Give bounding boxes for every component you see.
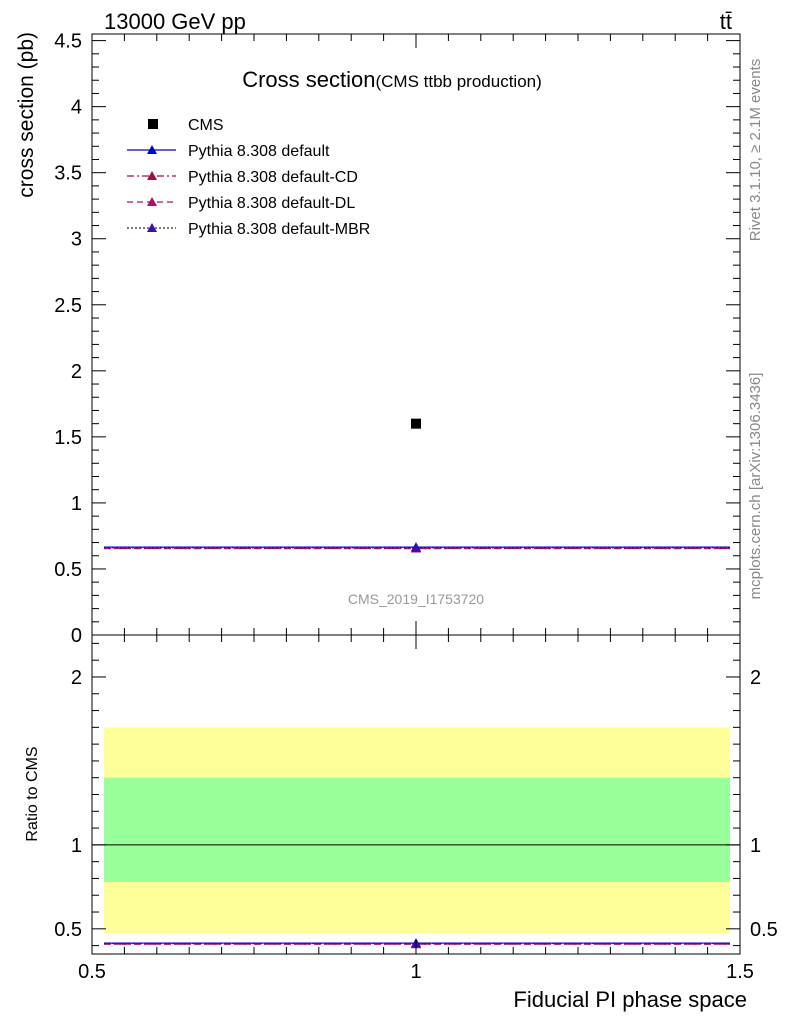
main-y-tick-label-2: 1: [71, 493, 82, 515]
legend-cms-label: CMS: [188, 117, 224, 134]
y-axis-label-ratio: Ratio to CMS: [24, 746, 41, 841]
legend-label-2: Pythia 8.308 default-DL: [188, 195, 355, 212]
ratio-y-tick-label-left-2: 2: [71, 667, 82, 689]
main-y-tick-label-6: 3: [71, 229, 82, 251]
legend-marker-3: [147, 223, 157, 232]
chart-title-main: Cross section: [242, 67, 375, 92]
main-y-tick-label-8: 4: [71, 97, 82, 119]
chart-subtitle: (CMS ttbb production): [375, 72, 541, 91]
axis-ticks: [91, 34, 741, 954]
legend-marker-0: [147, 145, 157, 154]
x-axis-label: Fiducial PI phase space: [513, 987, 747, 1012]
ratio-y-tick-label-right-0: 0.5: [750, 919, 778, 941]
energy-label: 13000 GeV pp: [104, 9, 246, 34]
ratio-band-1: [104, 777, 730, 882]
process-label: tt̄: [720, 9, 732, 34]
rivet-version-label: Rivet 3.1.10, ≥ 2.1M events: [747, 59, 764, 242]
main-y-tick-label-0: 0: [71, 625, 82, 647]
legend-cms-marker: [148, 119, 158, 129]
main-y-tick-label-3: 1.5: [54, 427, 82, 449]
ratio-y-tick-label-left-1: 1: [71, 835, 82, 857]
mcplots-label: mcplots.cern.ch [arXiv:1306.3436]: [747, 373, 764, 600]
chart-title: Cross section(CMS ttbb production): [242, 67, 542, 92]
legend-label-1: Pythia 8.308 default-CD: [188, 169, 358, 186]
y-axis-label-main: cross section (pb): [15, 32, 38, 198]
analysis-id-label: CMS_2019_I1753720: [348, 591, 484, 607]
x-tick-label-1: 1: [410, 961, 421, 983]
axis-tick-labels: 0.5 1 1.5 0 0.5 1 1.5 2 2.5 3 3.5 4 4.5 0.5 0.5 1 1 2 2: [54, 31, 778, 983]
ratio-y-tick-label-left-0: 0.5: [54, 919, 82, 941]
main-y-tick-label-9: 4.5: [54, 31, 82, 53]
legend-marker-1: [147, 171, 157, 180]
ratio-y-tick-label-right-2: 2: [750, 667, 761, 689]
ratio-y-tick-label-right-1: 1: [750, 835, 761, 857]
ratio-uncertainty-bands: [104, 727, 730, 934]
main-y-tick-label-4: 2: [71, 361, 82, 383]
x-tick-label-2: 1.5: [726, 961, 754, 983]
main-y-tick-label-1: 0.5: [54, 559, 82, 581]
legend-label-3: Pythia 8.308 default-MBR: [188, 221, 370, 238]
main-y-tick-label-7: 3.5: [54, 163, 82, 185]
cms-data-point: [411, 418, 421, 429]
x-tick-label-0: 0.5: [78, 961, 106, 983]
legend-label-0: Pythia 8.308 default: [188, 143, 330, 160]
legend: CMS Pythia 8.308 default Pythia 8.308 defa…: [127, 117, 370, 238]
main-y-tick-label-5: 2.5: [54, 295, 82, 317]
legend-marker-2: [147, 197, 157, 206]
main-series-marker-3: [411, 542, 421, 552]
